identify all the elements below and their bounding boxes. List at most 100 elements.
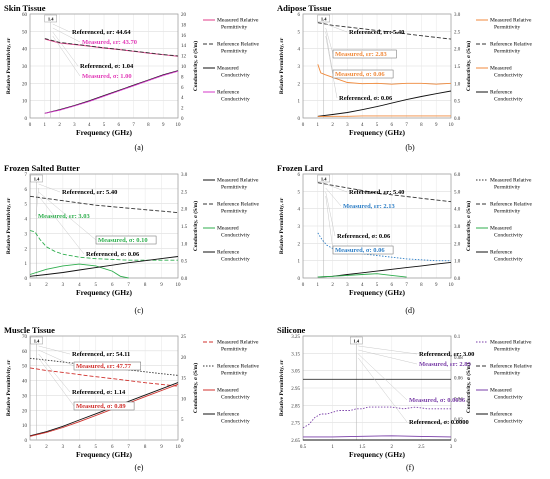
y2-tick-label: 1.0 [454, 82, 461, 87]
frequency-marker-box [44, 14, 57, 23]
x-tick-label: 4 [361, 123, 364, 128]
series-line [29, 195, 179, 214]
series-line [29, 367, 179, 387]
annotation-leader [325, 183, 348, 193]
annotation-leader [52, 23, 71, 33]
x-tick-label: 5 [103, 123, 106, 128]
x-tick-label: 0 [302, 123, 305, 128]
y-tick-label: 6 [298, 173, 301, 178]
annotation-label: Referenced, εr: 5.40 [349, 189, 404, 196]
y-tick-label: 50 [22, 30, 28, 35]
annotation-label: Referenced, σ: 1.04 [80, 63, 134, 70]
y2-tick-label: 25 [181, 335, 187, 340]
x-tick-label: 1.5 [359, 445, 366, 450]
y2-tick-label: 1.0 [454, 260, 461, 265]
chart-title: Frozen Lard [277, 163, 323, 173]
y-tick-label: 0 [298, 117, 301, 122]
frequency-marker-label: 1.4 [321, 177, 327, 182]
y2-axis-label: Conductivity, σ (S/m) [465, 201, 472, 251]
annotation-leader [358, 357, 408, 423]
y-tick-label: 0 [25, 439, 28, 444]
x-tick-label: 7 [127, 445, 130, 450]
y2-tick-label: 4.0 [454, 208, 461, 213]
y-tick-label: 1 [298, 100, 301, 105]
legend-label: Measured Relative Permittivity [217, 178, 259, 191]
y-tick-label: 2.65 [291, 439, 300, 444]
annotation-leader [35, 187, 39, 217]
x-tick-label: 7 [127, 283, 130, 288]
x-axis-label: Frequency (GHz) [349, 128, 405, 137]
x-tick-label: 10 [176, 123, 182, 128]
x-tick-label: 0 [302, 283, 305, 288]
y-axis-label: Relative Permittivity, εr [279, 197, 285, 254]
y-tick-label: 50 [22, 365, 28, 370]
annotation-label: Measured, εr: 2.13 [343, 203, 396, 210]
panel-caption: (d) [405, 306, 415, 315]
annotation-box [332, 49, 397, 59]
x-tick-label: 2 [45, 445, 48, 450]
annotation-label: Referenced, εr: 54.11 [72, 351, 130, 358]
series-line [317, 273, 407, 278]
series-line [317, 90, 452, 117]
legend-label: Measured Relative Permittivity [217, 340, 259, 353]
y2-tick-label: 0.06 [454, 377, 463, 382]
x-tick-label: 9 [435, 283, 438, 288]
y-tick-label: 40 [22, 48, 28, 53]
chart-panel: 2.65 2.75 2.85 2.95 3.05 3.15 3.25 0 0.02 0.04 0.0… [277, 325, 533, 459]
chart-panel: 0 1 2 3 4 5 6 0.0 1.0 2.0 3.0 4.0 5.0 6.0 0 1 2 3 4 5 6 7 8 9 10… [277, 163, 533, 297]
x-tick-label: 3 [73, 123, 76, 128]
x-tick-label: 7 [405, 123, 408, 128]
y-tick-label: 5 [298, 190, 301, 195]
series-line [303, 435, 452, 438]
annotation-leader [38, 345, 71, 355]
x-tick-label: 6 [391, 283, 394, 288]
y-tick-label: 20 [22, 82, 28, 87]
legend-label: Reference Conductivity [217, 249, 250, 263]
annotation-leader [325, 27, 334, 55]
x-tick-label: 1 [317, 123, 320, 128]
x-tick-label: 0.5 [300, 445, 307, 450]
series-line [44, 70, 179, 114]
plot-frame [29, 173, 179, 279]
y-tick-label: 5 [25, 203, 28, 208]
annotation-label: Measured, εr: 2.83 [335, 51, 388, 58]
y-tick-label: 30 [22, 394, 28, 399]
y2-axis-label: Conductivity, σ (S/m) [192, 363, 199, 413]
legend-label: Measured Relative Permittivity [490, 178, 532, 191]
y-tick-label: 70 [22, 335, 28, 340]
annotation-box [95, 235, 157, 245]
y2-axis-label: Conductivity, σ (S/m) [465, 41, 472, 91]
y-axis-label: Relative Permittivity, εr [279, 37, 285, 94]
y2-tick-label: 2.0 [454, 242, 461, 247]
x-tick-label: 8 [420, 283, 423, 288]
y2-tick-label: 0.08 [454, 356, 463, 361]
y-tick-label: 60 [22, 350, 28, 355]
frequency-marker-label: 1.4 [34, 177, 40, 182]
annotation-leader [38, 357, 75, 407]
y2-tick-label: 3.0 [181, 173, 188, 178]
annotation-label: Measured, σ: 1.00 [82, 73, 132, 80]
y-tick-label: 30 [22, 65, 28, 70]
x-tick-label: 8 [420, 123, 423, 128]
y-tick-label: 10 [22, 424, 28, 429]
y-tick-label: 2 [298, 82, 301, 87]
y2-tick-label: 6.0 [454, 173, 461, 178]
annotation-leader [325, 35, 338, 99]
legend-label: Reference Relative Permittivity [217, 41, 260, 55]
y2-tick-label: 0.5 [454, 100, 461, 105]
x-tick-label: 9 [160, 445, 163, 450]
y-tick-label: 6 [25, 188, 28, 193]
annotation-leader [38, 353, 71, 393]
frequency-marker-box [317, 174, 330, 183]
frequency-marker-label: 1.4 [353, 339, 359, 344]
y2-tick-label: 15 [181, 377, 187, 382]
series-line [29, 383, 179, 437]
y2-tick-label: 10 [181, 65, 187, 70]
y-tick-label: 5 [298, 30, 301, 35]
annotation-leader [38, 349, 75, 367]
x-tick-label: 6 [118, 123, 121, 128]
annotation-leader [52, 31, 79, 67]
